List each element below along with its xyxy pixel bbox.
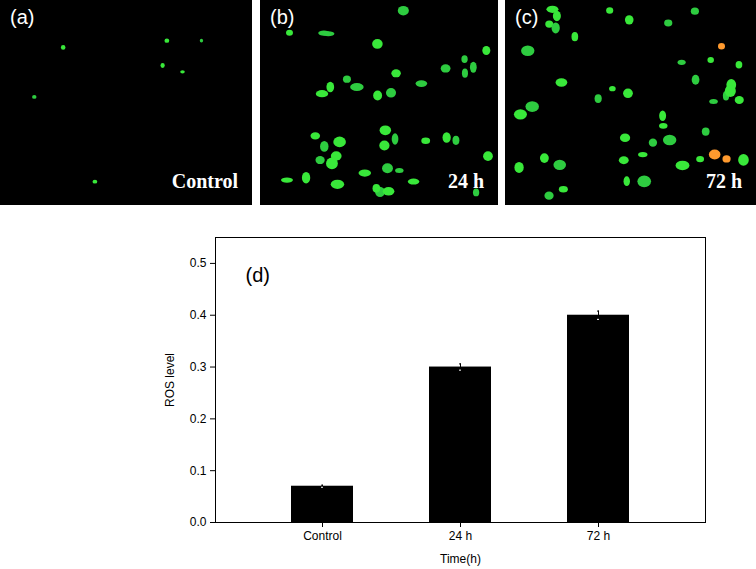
html-text:(b): (b) [270, 6, 295, 28]
html-text:Control: Control [171, 170, 238, 192]
svg-text:(d): (d) [246, 264, 270, 286]
svg-text:ROS level: ROS level [163, 353, 177, 407]
html-text:(c): (c) [515, 6, 539, 28]
svg-text:72 h: 72 h [587, 529, 610, 543]
svg-text:0.0: 0.0 [190, 515, 207, 529]
svg-text:24 h: 24 h [449, 529, 472, 543]
svg-text:0.2: 0.2 [190, 412, 207, 426]
svg-text:Control: Control [303, 529, 342, 543]
html-text:(a): (a) [10, 6, 35, 28]
svg-text:0.3: 0.3 [190, 360, 207, 374]
svg-text:0.4: 0.4 [190, 308, 207, 322]
svg-text:0.5: 0.5 [190, 256, 207, 270]
html-text:72 h: 72 h [705, 170, 742, 192]
svg-text:0.1: 0.1 [190, 464, 207, 478]
html-text:24 h: 24 h [447, 170, 484, 192]
svg-text:Time(h): Time(h) [440, 552, 481, 566]
